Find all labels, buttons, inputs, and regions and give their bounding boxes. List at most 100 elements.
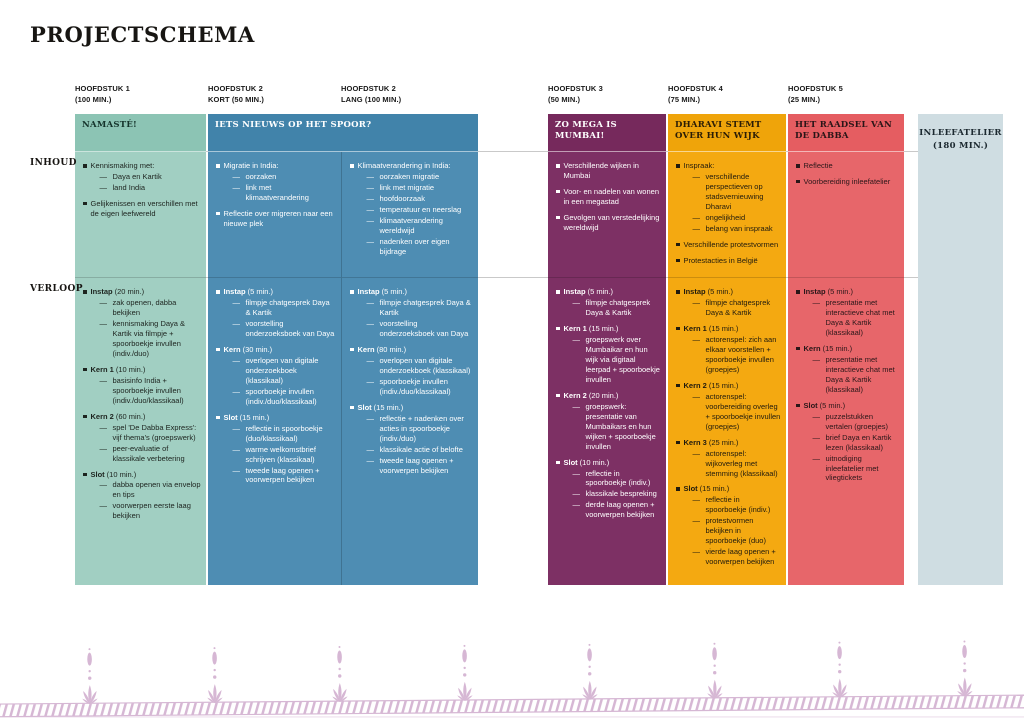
chapter-banner-title: NAMASTÉ! [82, 120, 138, 130]
schedule-subitem: Daya en Kartik [100, 172, 202, 182]
topic-text: Migratie in India: [223, 161, 279, 170]
lotus-motif-icon [831, 642, 848, 699]
activity-duration: (80 min.) [376, 344, 407, 354]
dash-bullet-icon [233, 445, 246, 465]
schedule-item: Verschillende protestvormen [676, 240, 781, 250]
schedule-subitem: reflectie in spoorboekje (indiv.) [573, 469, 662, 489]
dash-bullet-icon [233, 298, 246, 318]
chapter-banner-h1: NAMASTÉ! [75, 114, 206, 152]
bullet-square-icon [796, 179, 800, 184]
schedule-item: Instap(5 min.)filmpje chatgesprek Daya &… [350, 287, 473, 339]
verloop-section-h5: Instap(5 min.)presentatie met interactie… [788, 277, 904, 585]
chapter-column-at: INLEEFATELIER (180 MIN.) [918, 114, 1003, 585]
schedule-subitem-text: oorzaken migratie [379, 171, 440, 181]
schedule-subitem-text: dabba openen via envelop en tips [112, 480, 201, 500]
schedule-item: Slot(15 min.)reflectie in spoorboekje (d… [216, 413, 336, 486]
schedule-subitem-text: voorstelling onderzoeksboek van Daya [379, 318, 469, 338]
schedule-item: Instap(5 min.)filmpje chatgesprek Daya &… [676, 287, 781, 318]
schedule-subitem: voorwerpen eerste laag bekijken [100, 501, 202, 521]
schedule-item-text: Instap(5 min.)filmpje chatgesprek Daya &… [358, 287, 474, 339]
activity-duration: (5 min.) [819, 400, 846, 410]
bullet-square-icon [216, 290, 220, 294]
schedule-item: Kern 1(10 min.)basisinfo India + spoorbo… [83, 365, 201, 406]
schedule-item: Voorbereiding inleefatelier [796, 177, 899, 187]
schedule-subitem-text: peer-evaluatie of klassikale verbetering [112, 443, 185, 463]
activity-phase-label: Instap [683, 287, 706, 296]
activity-duration: (15 min.) [239, 412, 270, 422]
schedule-item-text: Verschillende wijken in Mumbai [564, 161, 662, 181]
schedule-subitem-text: spel 'De Dabba Express': vijf thema's (g… [112, 422, 197, 442]
schedule-item: Kern 2(20 min.)groepswerk: presentatie v… [556, 391, 661, 452]
schedule-item-text: Kern 2(20 min.)groepswerk: presentatie v… [564, 391, 662, 452]
schedule-item-text: Reflectie over migreren naar een nieuwe … [224, 209, 337, 229]
schedule-subitem: tweede laag openen + voorwerpen bekijken [233, 466, 337, 486]
bullet-square-icon [216, 347, 220, 352]
schedule-item: Verschillende wijken in Mumbai [556, 161, 661, 181]
schedule-item-text: Migratie in India:oorzakenlink met klima… [224, 161, 337, 203]
schedule-subitem-text: voorwerpen eerste laag bekijken [112, 501, 191, 521]
activity-duration: (20 min.) [588, 390, 619, 400]
schedule-subitem-text: warme welkomstbrief schrijven (klassikaa… [245, 444, 316, 464]
dash-bullet-icon [573, 489, 586, 499]
dash-bullet-icon [233, 466, 246, 486]
schedule-item: Reflectie over migreren naar een nieuwe … [216, 209, 336, 229]
schedule-subitem: klimaatverandering wereldwijd [367, 216, 474, 236]
schedule-subitem: uitnodiging inleefatelier met vliegticke… [813, 454, 900, 484]
schedule-item-text: Klimaatverandering in India:oorzaken mig… [358, 161, 474, 257]
verloop-section-h2k: Instap(5 min.)filmpje chatgesprek Daya &… [208, 277, 341, 585]
schedule-subitem: presentatie met interactieve chat met Da… [813, 298, 900, 338]
bullet-square-icon [83, 290, 87, 294]
schedule-subitem-text: uitnodiging inleefatelier met vliegticke… [825, 453, 879, 483]
bullet-square-icon [676, 242, 680, 247]
schedule-subitem-text: zak openen, dabba bekijken [112, 297, 177, 317]
schedule-subitem-text: reflectie in spoorboekje (duo/klassikaal… [245, 423, 323, 443]
schedule-subitem: link met migratie [367, 183, 474, 193]
schedule-subitem: temperatuur en neerslag [367, 205, 474, 215]
topic-text: Voorbereiding inleefatelier [803, 176, 891, 186]
verloop-section-h3: Instap(5 min.)filmpje chatgesprek Daya &… [548, 277, 666, 585]
topic-text: Verschillende protestvormen [683, 239, 779, 249]
dash-bullet-icon [693, 547, 706, 567]
schedule-subitem-text: presentatie met interactieve chat met Da… [825, 354, 895, 394]
schedule-item-text: Kern 1(15 min.)actorenspel: zich aan elk… [684, 324, 782, 375]
dash-bullet-icon [100, 444, 113, 464]
schedule-item: Instap(5 min.)filmpje chatgesprek Daya &… [216, 287, 336, 339]
schedule-item-text: Reflectie [804, 161, 900, 171]
dash-bullet-icon [693, 172, 706, 212]
activity-phase-label: Kern [223, 344, 241, 354]
topic-text: Verschillende wijken in Mumbai [563, 161, 639, 180]
bullet-square-icon [216, 211, 220, 216]
schedule-subitem-text: basisinfo India + spoorboekje invullen (… [112, 375, 184, 405]
schedule-subitem-text: link met migratie [379, 182, 435, 192]
schedule-subitem-text: nadenken over eigen bijdrage [379, 236, 450, 256]
schedule-item-text: Instap(5 min.)presentatie met interactie… [804, 287, 900, 338]
bullet-square-icon [796, 403, 800, 408]
inleefatelier-title: INLEEFATELIER (180 MIN.) [918, 114, 1003, 153]
schedule-item: Kern 1(15 min.)groepswerk over Mumbaikar… [556, 324, 661, 385]
bullet-square-icon [796, 164, 800, 168]
schedule-subitem-text: puzzelstukken vertalen (groepjes) [825, 411, 889, 431]
schedule-item-text: Kern 2(60 min.)spel 'De Dabba Express': … [91, 412, 202, 464]
dash-bullet-icon [100, 423, 113, 443]
schedule-item: Instap(5 min.)presentatie met interactie… [796, 287, 899, 338]
bullet-square-icon [83, 201, 87, 206]
schedule-subitem-text: klassikale bespreking [585, 489, 657, 499]
schedule-item-text: Gevolgen van verstedelijking wereldwijd [564, 213, 662, 233]
schedule-item: Slot(10 min.)reflectie in spoorboekje (i… [556, 458, 661, 521]
schedule-subitem-text: Daya en Kartik [112, 171, 162, 181]
schedule-subitem-text: land India [112, 182, 146, 192]
dash-bullet-icon [233, 356, 246, 386]
schedule-item: Instap(20 min.)zak openen, dabba bekijke… [83, 287, 201, 359]
bullet-square-icon [556, 215, 560, 220]
chapter-banner-title: ZO MEGA IS MUMBAI! [555, 120, 617, 142]
dash-bullet-icon [573, 402, 586, 452]
dash-bullet-icon [813, 412, 826, 432]
column-header-h2k: HOOFDSTUK 2 KORT (50 MIN.) [208, 84, 351, 105]
schedule-item: Kern(80 min.)overlopen van digitale onde… [350, 345, 473, 397]
dash-bullet-icon [233, 387, 246, 407]
bullet-square-icon [83, 164, 87, 168]
chapter-column-h5: Reflectie Voorbereiding inleefatelier Inst… [788, 152, 904, 585]
schedule-subitem: verschillende perspectieven op stadsvern… [693, 172, 782, 212]
bullet-square-icon [556, 290, 560, 294]
